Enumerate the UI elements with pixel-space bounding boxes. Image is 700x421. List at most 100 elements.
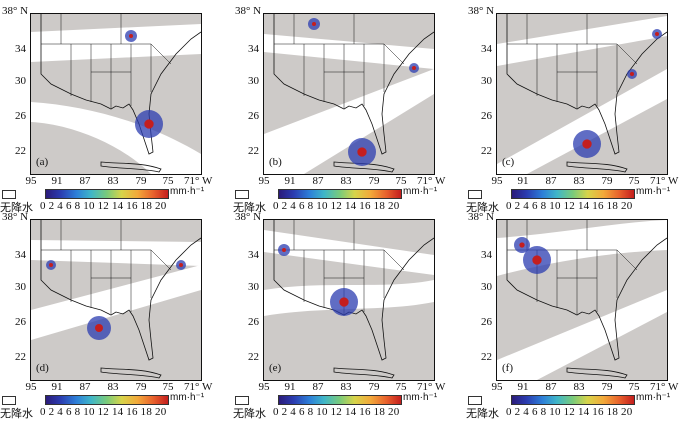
lon-label: 91 (284, 175, 296, 187)
lat-label: 34 (481, 249, 492, 261)
precip-core (129, 34, 133, 38)
no-rain-label: 无降水 (466, 407, 499, 420)
satellite-swath (264, 230, 434, 275)
colorbar-unit: mm·h⁻¹ (403, 186, 438, 197)
precip-core (49, 263, 53, 267)
no-rain-swatch (235, 190, 249, 199)
lat-label: 30 (248, 75, 259, 87)
satellite-swath (31, 265, 201, 340)
no-rain-swatch (468, 396, 482, 405)
map-panel-d: (d) 38° N 34 30 26 22 95 91 87 83 79 75 71° W 无降水 mm·h… (0, 206, 233, 421)
state-borders (274, 220, 405, 314)
satellite-swath (497, 16, 667, 66)
lat-label-top: 38° N (468, 5, 495, 17)
lat-label-top: 38° N (235, 211, 262, 223)
colorbar (511, 395, 635, 405)
lat-label: 26 (481, 110, 492, 122)
lon-label: 83 (573, 175, 585, 187)
precip-core (519, 242, 525, 248)
lat-label-top: 38° N (235, 5, 262, 17)
colorbar-unit: mm·h⁻¹ (170, 392, 205, 403)
lon-label-last: 71° W (417, 175, 446, 187)
lon-label: 95 (25, 381, 37, 393)
satellite-swath (264, 69, 434, 174)
lat-label: 26 (248, 316, 259, 328)
map-graphic (31, 220, 201, 379)
map-area: (c) (496, 13, 668, 175)
state-borders (274, 14, 405, 108)
lon-label-last: 71° W (184, 175, 213, 187)
lat-label-top: 38° N (2, 211, 29, 223)
lon-label: 95 (491, 381, 503, 393)
lat-label: 30 (481, 281, 492, 293)
lon-label-last: 71° W (417, 381, 446, 393)
no-rain-label: 无降水 (233, 201, 266, 214)
lon-label: 91 (517, 381, 529, 393)
map-area: (e) (263, 219, 435, 381)
panel-label: (a) (36, 156, 49, 168)
lon-label: 95 (258, 381, 270, 393)
lat-label: 34 (481, 43, 492, 55)
lat-label: 22 (248, 145, 259, 157)
lon-label: 87 (79, 175, 91, 187)
lon-label: 83 (340, 381, 352, 393)
lat-label: 30 (481, 75, 492, 87)
map-panel-e: (e) 38° N 34 30 26 22 95 91 87 83 79 75 71° W 无降水 mm·h… (233, 206, 466, 421)
colorbar (45, 189, 169, 199)
panel-label: (b) (269, 156, 282, 168)
colorbar (511, 189, 635, 199)
coastline (40, 14, 201, 155)
colorbar-unit: mm·h⁻¹ (636, 186, 671, 197)
lon-label: 75 (628, 175, 640, 187)
lon-label: 75 (395, 381, 407, 393)
map-graphic (31, 14, 201, 174)
no-rain-label: 无降水 (466, 201, 499, 214)
lat-label: 34 (248, 249, 259, 261)
precip-core (312, 22, 316, 26)
map-area: (a) (30, 13, 202, 175)
lon-label: 87 (312, 175, 324, 187)
lon-label: 91 (51, 175, 63, 187)
cuba-outline (333, 367, 395, 379)
map-graphic (497, 14, 667, 174)
lat-label: 30 (15, 75, 26, 87)
colorbar (45, 395, 169, 405)
cuba-outline (100, 367, 162, 379)
lon-label: 79 (368, 175, 380, 187)
lon-label: 83 (107, 381, 119, 393)
no-rain-swatch (2, 190, 16, 199)
lat-label: 22 (481, 145, 492, 157)
lon-label: 79 (135, 175, 147, 187)
precip-core (95, 324, 103, 332)
satellite-swath (264, 34, 434, 69)
colorbar (278, 395, 402, 405)
lon-label: 83 (107, 175, 119, 187)
map-panel-a: (a) 38° N 34 30 26 22 95 91 87 83 79 75 71° W 无降水 mm·h… (0, 0, 233, 215)
map-graphic (264, 14, 434, 174)
precip-core (144, 119, 154, 129)
colorbar-ticks: 0 2 4 6 8 10 12 14 16 18 20 (273, 406, 400, 418)
precip-core (179, 263, 183, 267)
satellite-swath (497, 69, 667, 174)
lon-label: 79 (135, 381, 147, 393)
map-panel-b: (b) 38° N 34 30 26 22 95 91 87 83 79 75 71° W 无降水 mm·h… (233, 0, 466, 215)
lon-label: 83 (340, 175, 352, 187)
lon-label: 91 (51, 381, 63, 393)
lat-label: 30 (248, 281, 259, 293)
lon-label: 91 (517, 175, 529, 187)
lat-label: 22 (481, 351, 492, 363)
satellite-swath (31, 102, 201, 174)
lat-label: 26 (15, 110, 26, 122)
lat-label: 26 (15, 316, 26, 328)
precip-core (582, 139, 592, 149)
precip-core (412, 66, 416, 70)
lon-label: 79 (601, 175, 613, 187)
no-rain-swatch (468, 190, 482, 199)
lon-label: 95 (491, 175, 503, 187)
colorbar-unit: mm·h⁻¹ (170, 186, 205, 197)
cuba-outline (566, 367, 628, 379)
lat-label: 22 (15, 351, 26, 363)
colorbar-ticks: 0 2 4 6 8 10 12 14 16 18 20 (506, 406, 633, 418)
lon-label: 79 (368, 381, 380, 393)
no-rain-swatch (2, 396, 16, 405)
